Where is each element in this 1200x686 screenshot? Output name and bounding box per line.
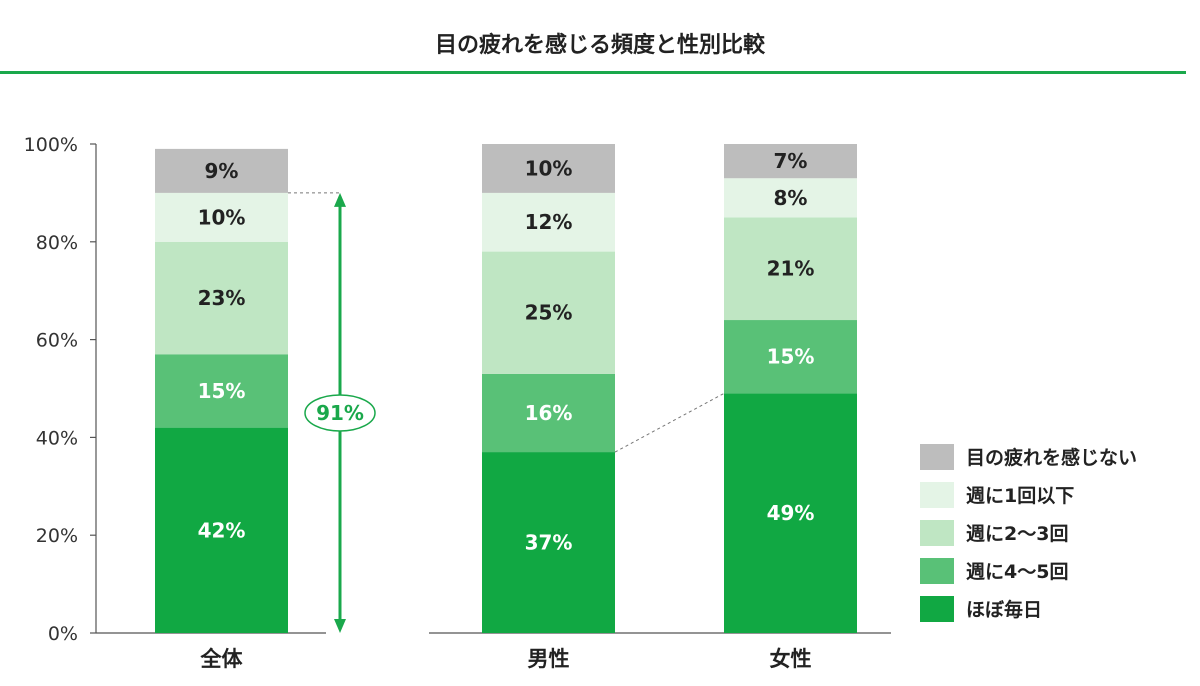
y-tick-label: 60% — [36, 330, 78, 352]
arrow-up-icon — [334, 192, 346, 207]
data-label: 10% — [198, 205, 246, 229]
legend-label: 週に2〜3回 — [966, 523, 1068, 545]
y-tick-label: 0% — [48, 623, 78, 645]
legend-label: ほぼ毎日 — [966, 598, 1042, 621]
legend-swatch — [920, 596, 954, 622]
bar-segment — [724, 217, 857, 321]
bar-segment — [155, 192, 288, 242]
bar-segment — [482, 373, 615, 453]
data-label: 15% — [198, 379, 246, 403]
y-tick-label: 40% — [36, 427, 78, 449]
data-label: 49% — [767, 501, 815, 525]
bar-segment — [724, 393, 857, 633]
data-label: 7% — [774, 149, 808, 173]
legend-swatch — [920, 482, 954, 508]
axes: 0% 20% 40% 60% 80% 100% 全体 男性 女性 — [24, 134, 891, 671]
bar-segment — [482, 452, 615, 633]
category-label: 全体 — [200, 647, 244, 671]
data-label: 9% — [205, 159, 239, 183]
data-label: 10% — [525, 156, 573, 180]
bars: 42% 15% 23% 10% 9% 37% 16% 25% 12% 10% 49% 15% 21% 8%… — [155, 144, 857, 633]
legend-label: 週に1回以下 — [966, 485, 1074, 507]
data-label: 37% — [525, 531, 573, 555]
arrow-down-icon — [334, 619, 346, 633]
legend-swatch — [920, 520, 954, 546]
y-tick-label: 80% — [36, 232, 78, 254]
title-underline — [0, 71, 1186, 74]
annotation-badge — [304, 394, 376, 432]
data-label: 23% — [198, 286, 246, 310]
bar-segment — [155, 148, 288, 193]
category-label: 女性 — [770, 647, 812, 671]
legend-label: 目の疲れを感じない — [966, 446, 1137, 469]
bar-segment — [724, 144, 857, 179]
data-label: 12% — [525, 210, 573, 234]
data-label: 42% — [198, 518, 246, 542]
annotation: 91% — [288, 192, 376, 633]
legend-label: 週に4〜5回 — [966, 561, 1068, 583]
data-label: 16% — [525, 401, 573, 425]
category-label: 男性 — [528, 647, 570, 671]
annotation-label: 91% — [316, 401, 364, 425]
data-label: 25% — [525, 301, 573, 325]
bar-segment — [482, 251, 615, 374]
bar-segment — [155, 354, 288, 428]
data-label: 15% — [767, 345, 815, 369]
connector-line — [614, 392, 725, 453]
legend-swatch — [920, 558, 954, 584]
bar-segment — [482, 192, 615, 252]
chart-title: 目の疲れを感じる頻度と性別比較 — [435, 32, 766, 58]
y-tick-label: 100% — [24, 134, 78, 156]
data-label: 21% — [767, 257, 815, 281]
bar-segment — [155, 427, 288, 633]
legend-swatch — [920, 444, 954, 470]
bar-segment — [724, 178, 857, 218]
data-label: 8% — [774, 186, 808, 210]
connectors — [614, 392, 725, 453]
bar-segment — [482, 144, 615, 193]
bar-segment — [724, 320, 857, 394]
y-tick-label: 20% — [36, 525, 78, 547]
bar-segment — [155, 241, 288, 355]
